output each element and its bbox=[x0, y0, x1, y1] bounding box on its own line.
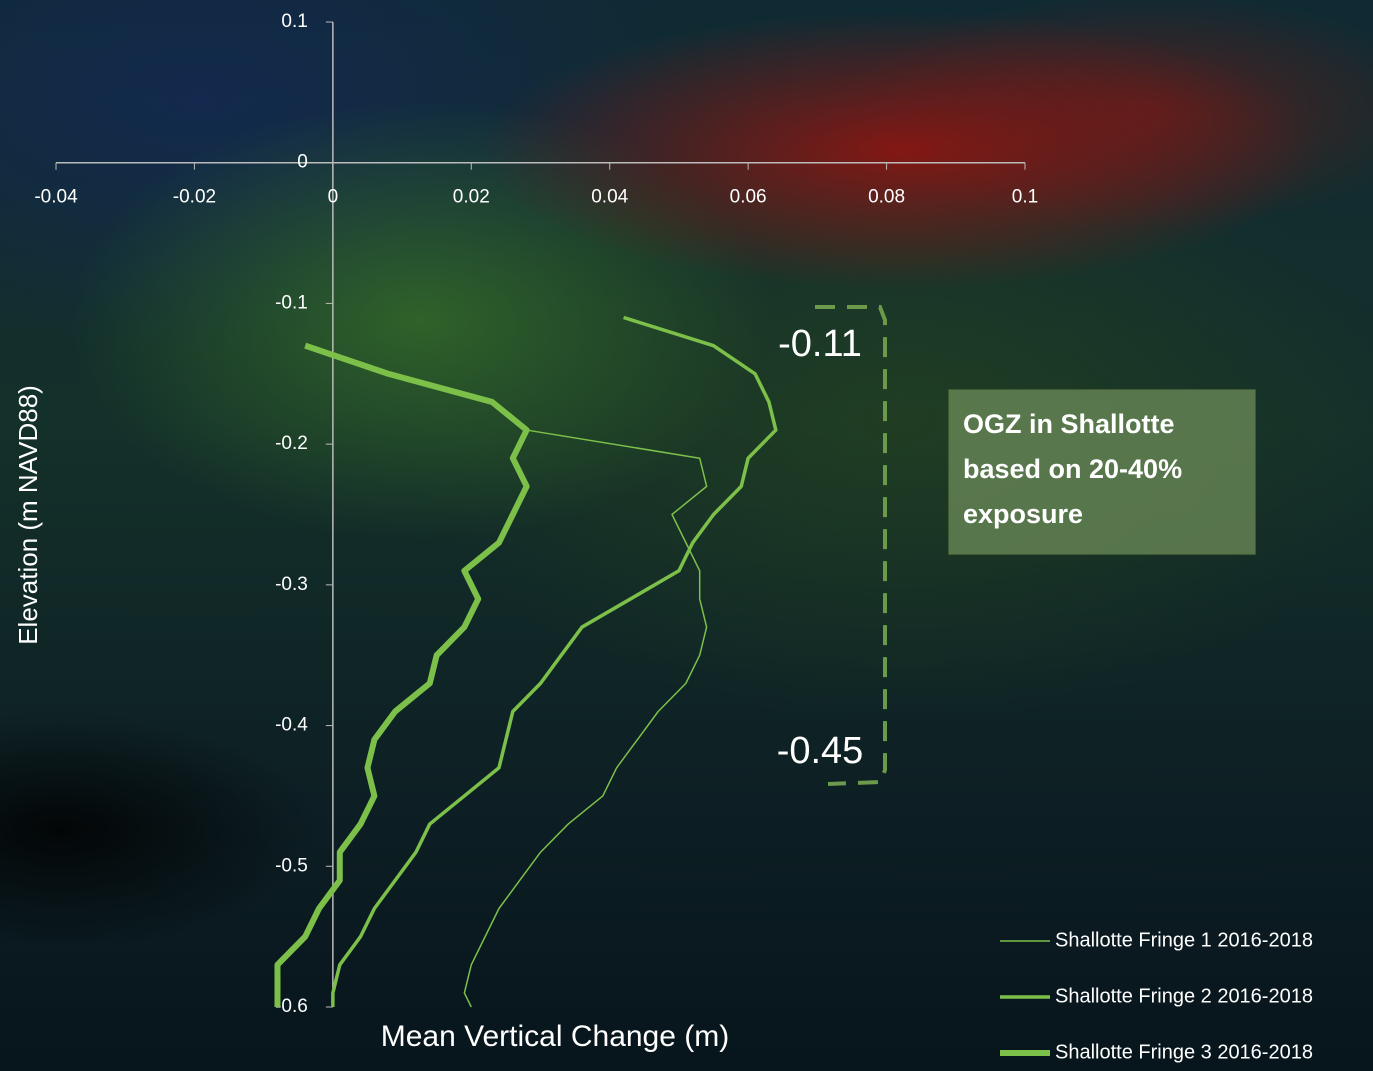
y-tick-label: -0.5 bbox=[275, 855, 308, 876]
x-tick-label: 0.06 bbox=[730, 187, 767, 208]
ogz-bracket bbox=[815, 307, 885, 784]
x-tick-label: -0.02 bbox=[173, 187, 216, 208]
data-line bbox=[464, 430, 706, 1007]
y-tick-label: 0 bbox=[297, 152, 308, 173]
x-axis-title: Mean Vertical Change (m) bbox=[381, 1020, 730, 1053]
x-tick-label: 0.1 bbox=[1012, 187, 1038, 208]
x-tick-label: -0.04 bbox=[34, 187, 78, 208]
x-tick-label: 0.08 bbox=[868, 187, 905, 208]
chart-page: -0.11 -0.45 Mean Vertical Change (m) Ele… bbox=[0, 0, 1373, 1071]
legend-label: Shallotte Fringe 2 2016-2018 bbox=[1055, 985, 1313, 1007]
x-tick-label: 0.02 bbox=[453, 187, 490, 208]
y-tick-label: -0.3 bbox=[275, 574, 308, 595]
y-tick-label: -0.1 bbox=[275, 292, 308, 313]
y-tick-label: 0.1 bbox=[281, 11, 307, 32]
annotation: -0.45 bbox=[777, 730, 864, 772]
annotation: -0.11 bbox=[778, 323, 862, 365]
x-tick-label: 0.04 bbox=[591, 187, 628, 208]
data-line bbox=[277, 346, 526, 1007]
y-tick-label: -0.2 bbox=[275, 433, 308, 454]
legend-label: Shallotte Fringe 3 2016-2018 bbox=[1055, 1041, 1313, 1063]
data-line bbox=[333, 318, 776, 1008]
y-tick-label: -0.4 bbox=[275, 715, 308, 736]
legend-label: Shallotte Fringe 1 2016-2018 bbox=[1055, 929, 1313, 951]
x-tick-label: 0 bbox=[328, 187, 339, 208]
y-axis-title: Elevation (m NAVD88) bbox=[13, 385, 43, 645]
annotation-box: OGZ in Shallotte based on 20-40% exposur… bbox=[948, 389, 1256, 555]
